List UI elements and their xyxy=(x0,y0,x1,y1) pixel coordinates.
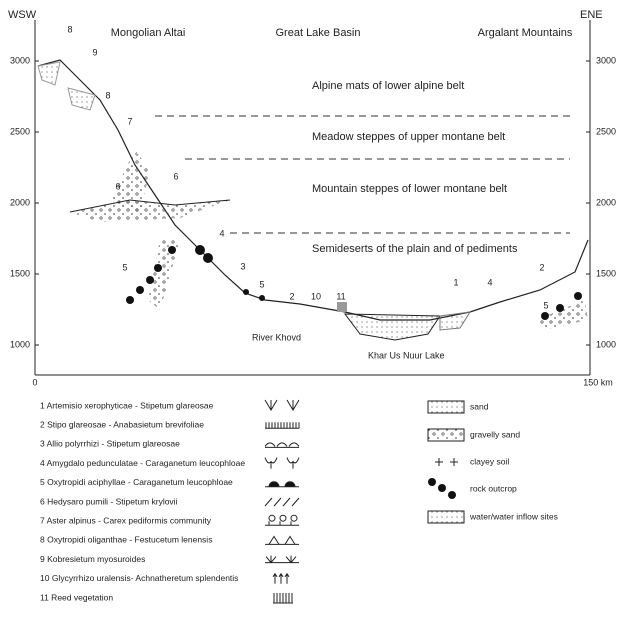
profile-number: 10 xyxy=(311,291,321,301)
legend-entry: clayey soil xyxy=(470,456,509,466)
legend-symbols xyxy=(265,400,299,603)
symbol xyxy=(265,498,299,506)
legend-entry: 1 Artemisio xerophyticae - Stipetum glar… xyxy=(40,400,214,410)
legend-entry: 9 Kobresietum myosuroides xyxy=(40,554,145,564)
legend-entry: rock outcrop xyxy=(470,483,517,493)
y-tick-label: 1000 xyxy=(10,339,30,349)
figure: WSW ENE Mongolian Altai Great Lake Basin Arg… xyxy=(0,0,619,631)
profile-number: 8 xyxy=(67,24,72,34)
legend-entry: 6 Hedysaro pumili - Stipetum krylovii xyxy=(40,496,178,506)
profile-number: 2 xyxy=(539,262,544,272)
y-tick-label: 2000 xyxy=(596,197,616,207)
y-tick-label: 2500 xyxy=(10,126,30,136)
region-label: Argalant Mountains xyxy=(478,27,573,39)
symbol xyxy=(265,482,299,487)
profile-number: 6 xyxy=(173,171,178,181)
substrate-swatches xyxy=(428,401,464,523)
legend-entry: 11 Reed vegetation xyxy=(40,592,113,602)
legend-entry: water/water inflow sites xyxy=(469,511,558,521)
profile-number: 11 xyxy=(336,291,345,301)
region-label: Mongolian Altai xyxy=(111,27,186,39)
belt-label: Alpine mats of lower alpine belt xyxy=(312,80,464,92)
y-tick-label: 3000 xyxy=(596,55,616,65)
legend-entry: 10 Glycyrrhizo uralensis- Achnatheretum … xyxy=(40,573,238,583)
symbol xyxy=(265,422,299,428)
y-tick-label: 1500 xyxy=(10,268,30,278)
symbol xyxy=(265,400,277,410)
profile-number: 9 xyxy=(92,47,97,57)
y-tick-label: 3000 xyxy=(10,55,30,65)
symbol xyxy=(273,593,293,603)
profile-number: 4 xyxy=(219,228,224,238)
symbol xyxy=(273,574,289,584)
belt-label: Meadow steppes of upper montane belt xyxy=(312,131,505,143)
legend-entry: 8 Oxytropidi oliganthae - Festucetum len… xyxy=(40,535,212,545)
legend-entry: 7 Aster alpinus - Carex pediformis commu… xyxy=(40,515,212,525)
y-tick-label: 2500 xyxy=(596,126,616,136)
y-tick-label: 1000 xyxy=(596,339,616,349)
profile-number: 2 xyxy=(289,291,294,301)
legend-entry: 2 Stipo glareosae - Anabasietum brevifol… xyxy=(40,419,204,429)
symbol xyxy=(265,458,277,469)
x-start: 0 xyxy=(32,377,37,387)
y-tick-label: 2000 xyxy=(10,197,30,207)
symbol xyxy=(265,515,299,525)
legend-entry: gravelly sand xyxy=(470,429,520,439)
legend-entry: 4 Amygdalo pedunculatae - Caraganetum le… xyxy=(40,458,245,468)
place-label: Khar Us Nuur Lake xyxy=(368,350,445,360)
profile-number: 3 xyxy=(240,261,245,271)
profile-number: 1 xyxy=(453,277,458,287)
symbol xyxy=(265,443,299,448)
belt-label: Semideserts of the plain and of pediment… xyxy=(312,243,518,255)
legend-entry: 5 Oxytropidi aciphyllae - Caraganetum le… xyxy=(40,477,233,487)
profile-number: 8 xyxy=(105,90,110,100)
y-tick-label: 1500 xyxy=(596,268,616,278)
legend-entry: sand xyxy=(470,401,489,411)
legend-entry: 3 Allio polyrrhizi - Stipetum glareosae xyxy=(40,439,180,449)
profile-number: 5 xyxy=(543,300,548,310)
profile-number: 5 xyxy=(259,279,264,289)
direction: WSW xyxy=(8,9,37,21)
symbol xyxy=(287,400,299,410)
symbol xyxy=(265,556,299,563)
region-label: Great Lake Basin xyxy=(276,27,361,39)
profile-number: 7 xyxy=(127,116,132,126)
symbol xyxy=(287,458,299,469)
place-label: River Khovd xyxy=(252,332,301,342)
x-end: 150 km xyxy=(583,377,613,387)
profile-number: 4 xyxy=(487,277,492,287)
belt-label: Mountain steppes of lower montane belt xyxy=(312,183,507,195)
symbol xyxy=(265,536,299,544)
profile-number: 6 xyxy=(115,181,120,191)
direction: ENE xyxy=(580,9,603,21)
profile-number: 5 xyxy=(122,262,127,272)
